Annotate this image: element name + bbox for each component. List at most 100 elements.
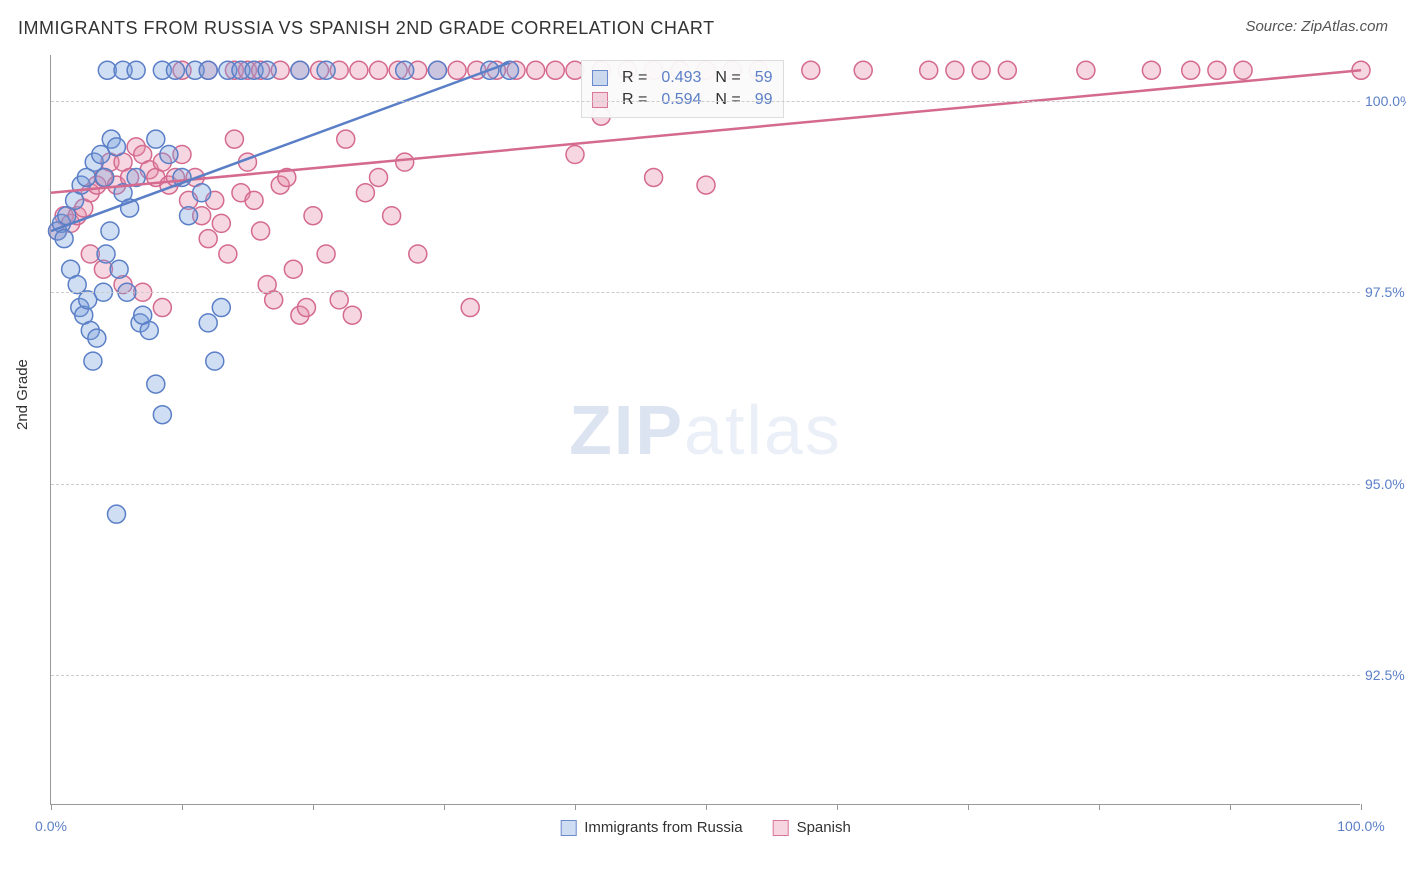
- data-point: [245, 191, 263, 209]
- legend-item-pink: Spanish: [773, 819, 851, 836]
- xtick-mark: [444, 804, 445, 810]
- legend-square-blue-icon: [592, 70, 608, 86]
- data-point: [920, 61, 938, 79]
- data-point: [180, 207, 198, 225]
- data-point: [1077, 61, 1095, 79]
- data-point: [160, 145, 178, 163]
- data-point: [284, 260, 302, 278]
- xtick-label-left: 0.0%: [35, 818, 67, 834]
- data-point: [147, 375, 165, 393]
- data-point: [199, 61, 217, 79]
- data-point: [88, 329, 106, 347]
- data-point: [108, 505, 126, 523]
- xtick-mark: [1099, 804, 1100, 810]
- gridline: [51, 101, 1360, 102]
- xtick-mark: [1361, 804, 1362, 810]
- data-point: [383, 207, 401, 225]
- data-point: [527, 61, 545, 79]
- gridline: [51, 292, 1360, 293]
- data-point: [566, 145, 584, 163]
- data-point: [946, 61, 964, 79]
- legend-label-pink: Spanish: [797, 819, 851, 836]
- xtick-mark: [1230, 804, 1231, 810]
- gridline: [51, 484, 1360, 485]
- data-point: [297, 299, 315, 317]
- legend-label-blue: Immigrants from Russia: [584, 819, 742, 836]
- data-point: [225, 130, 243, 148]
- data-point: [330, 291, 348, 309]
- data-point: [370, 168, 388, 186]
- data-point: [396, 61, 414, 79]
- stats-legend-box: R = 0.493 N = 59 R = 0.594 N = 99: [581, 60, 784, 118]
- data-point: [396, 153, 414, 171]
- data-point: [199, 314, 217, 332]
- data-point: [1234, 61, 1252, 79]
- data-point: [96, 168, 114, 186]
- data-point: [101, 222, 119, 240]
- ytick-label: 92.5%: [1365, 667, 1406, 683]
- data-point: [127, 61, 145, 79]
- data-point: [219, 245, 237, 263]
- data-point: [84, 352, 102, 370]
- data-point: [1208, 61, 1226, 79]
- stats-row-blue: R = 0.493 N = 59: [592, 67, 773, 89]
- data-point: [317, 61, 335, 79]
- x-axis-legend: Immigrants from Russia Spanish: [560, 819, 851, 836]
- y-axis-label: 2nd Grade: [14, 359, 31, 430]
- chart-source: Source: ZipAtlas.com: [1245, 18, 1388, 35]
- r-label: R =: [622, 69, 647, 87]
- data-point: [193, 184, 211, 202]
- data-point: [546, 61, 564, 79]
- chart-svg: [51, 55, 1360, 804]
- data-point: [153, 299, 171, 317]
- r-value-blue: 0.493: [661, 69, 701, 87]
- data-point: [697, 176, 715, 194]
- ytick-label: 95.0%: [1365, 476, 1406, 492]
- xtick-label-right: 100.0%: [1337, 818, 1384, 834]
- data-point: [212, 299, 230, 317]
- data-point: [166, 61, 184, 79]
- data-point: [97, 245, 115, 263]
- data-point: [252, 222, 270, 240]
- data-point: [998, 61, 1016, 79]
- data-point: [258, 61, 276, 79]
- data-point: [55, 230, 73, 248]
- data-point: [645, 168, 663, 186]
- n-value-blue: 59: [755, 69, 773, 87]
- data-point: [428, 61, 446, 79]
- ytick-label: 100.0%: [1365, 93, 1406, 109]
- data-point: [110, 260, 128, 278]
- data-point: [206, 352, 224, 370]
- data-point: [199, 230, 217, 248]
- data-point: [265, 291, 283, 309]
- data-point: [350, 61, 368, 79]
- plot-area: ZIPatlas R = 0.493 N = 59 R = 0.594 N = …: [50, 55, 1360, 805]
- data-point: [409, 245, 427, 263]
- data-point: [343, 306, 361, 324]
- gridline: [51, 675, 1360, 676]
- data-point: [461, 299, 479, 317]
- data-point: [317, 245, 335, 263]
- chart-title: IMMIGRANTS FROM RUSSIA VS SPANISH 2ND GR…: [18, 18, 715, 39]
- legend-square-blue-icon: [560, 820, 576, 836]
- data-point: [147, 130, 165, 148]
- data-point: [854, 61, 872, 79]
- xtick-mark: [968, 804, 969, 810]
- xtick-mark: [706, 804, 707, 810]
- xtick-mark: [837, 804, 838, 810]
- data-point: [1182, 61, 1200, 79]
- data-point: [68, 276, 86, 294]
- data-point: [337, 130, 355, 148]
- data-point: [370, 61, 388, 79]
- data-point: [1142, 61, 1160, 79]
- ytick-label: 97.5%: [1365, 284, 1406, 300]
- data-point: [153, 406, 171, 424]
- data-point: [972, 61, 990, 79]
- legend-item-blue: Immigrants from Russia: [560, 819, 742, 836]
- xtick-mark: [575, 804, 576, 810]
- data-point: [448, 61, 466, 79]
- n-label: N =: [715, 69, 740, 87]
- data-point: [356, 184, 374, 202]
- data-point: [802, 61, 820, 79]
- data-point: [108, 138, 126, 156]
